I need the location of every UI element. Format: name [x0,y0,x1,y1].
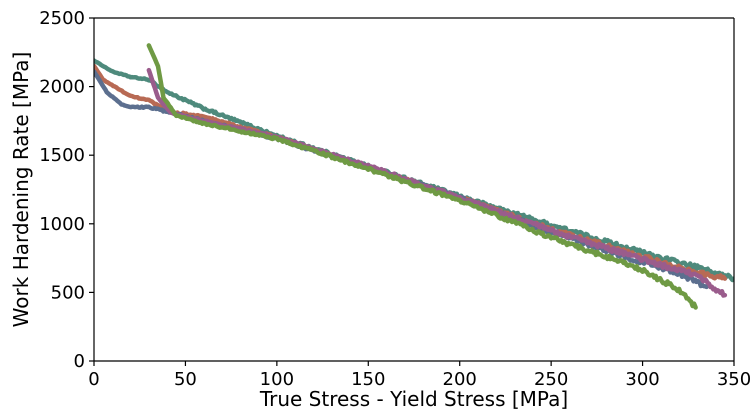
x-tick-label: 0 [88,369,99,390]
x-tick-label: 200 [443,369,477,390]
y-tick-label: 1500 [39,145,85,166]
y-tick-label: 1000 [39,214,85,235]
series-line-2 [94,63,728,281]
axes-layer: 0 50 100 150 200 250 300 350 0 500 1000 1500 2000 250… [39,8,751,390]
x-tick-label: 350 [717,369,751,390]
plot-area [94,43,734,310]
x-tick-label: 50 [174,369,197,390]
x-tick-label: 300 [625,369,659,390]
x-tick-label: 250 [534,369,568,390]
y-tick-label: 2000 [39,77,85,98]
x-axis-label: True Stress - Yield Stress [MPa] [259,387,568,411]
y-axis-label: Work Hardening Rate [MPa] [9,52,33,328]
series-line-5 [146,43,698,310]
x-tick-label: 100 [260,369,294,390]
series-line-1 [94,58,734,283]
series-line-4 [146,67,728,298]
series-layer [94,43,734,310]
x-tick-label: 150 [351,369,385,390]
y-tick-label: 0 [74,351,85,372]
y-tick-label: 500 [51,282,85,303]
y-tick-label: 2500 [39,8,85,29]
